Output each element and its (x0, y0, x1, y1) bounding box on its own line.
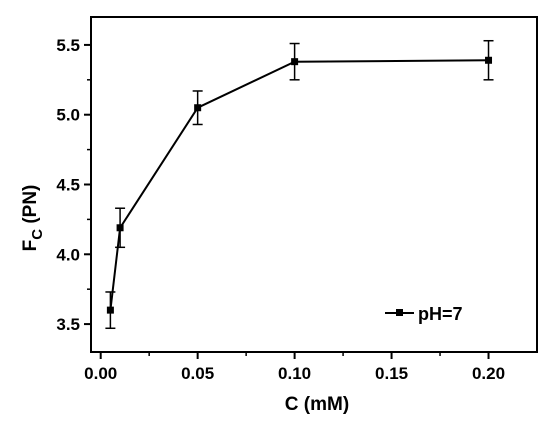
y-tick-label: 3.5 (56, 315, 80, 334)
y-axis-title-main: F (20, 240, 41, 252)
x-tick-label: 0.20 (472, 364, 505, 383)
y-axis-title-subscript: C (29, 229, 46, 240)
y-axis-title-unit: (PN) (20, 185, 41, 229)
x-tick-label: 0.05 (181, 364, 214, 383)
x-tick-label: 0.00 (84, 364, 117, 383)
legend-marker (396, 309, 403, 316)
legend-label: pH=7 (418, 304, 463, 324)
y-tick-label: 5.0 (56, 106, 80, 125)
x-axis-title: C (mM) (285, 394, 349, 415)
series-pH7 (105, 39, 494, 330)
x-tick-label: 0.15 (375, 364, 408, 383)
data-point (291, 58, 299, 66)
y-tick-label: 5.5 (56, 36, 80, 55)
y-tick-label: 4.0 (56, 245, 80, 264)
y-axis-title: FC (PN) (20, 185, 46, 252)
legend: pH=7 (385, 304, 463, 324)
data-point (485, 56, 493, 64)
plot-frame (90, 16, 538, 353)
y-tick-label: 4.5 (56, 176, 80, 195)
x-tick-label: 0.10 (278, 364, 311, 383)
data-point (106, 306, 114, 314)
data-point (116, 224, 124, 232)
data-point (194, 104, 202, 112)
axes: 0.00 0.05 0.10 0.15 0.20 3.5 4.0 4.5 5.0 5.5 (56, 16, 538, 383)
series-line (109, 59, 489, 311)
